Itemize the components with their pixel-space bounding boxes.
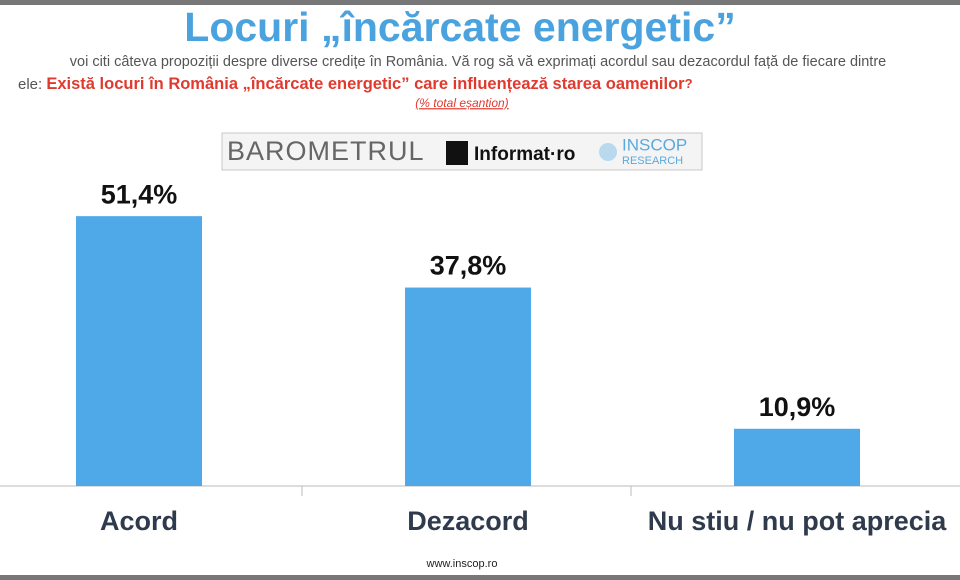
question-mark: ? <box>685 76 693 91</box>
top-border <box>0 0 960 5</box>
footer: www.inscop.ro <box>426 558 498 570</box>
subtitle: voi citi câteva propoziții despre divers… <box>70 54 886 70</box>
bar <box>734 428 860 486</box>
value-label: 37,8% <box>430 251 507 281</box>
logo-icon <box>446 141 468 165</box>
bar <box>405 287 531 486</box>
x-tick-label: Dezacord <box>407 506 529 536</box>
x-tick-label: Acord <box>100 506 178 536</box>
logo-globe <box>599 143 617 161</box>
logo-brand: INSCOP <box>622 135 687 154</box>
logo-brand-sub: RESEARCH <box>622 155 683 167</box>
question: Există locuri în România „încărcate ener… <box>46 75 685 93</box>
bottom-border <box>0 575 960 580</box>
logo-barometer: BAROMETRUL <box>227 136 425 166</box>
value-label: 10,9% <box>759 392 836 422</box>
subtitle-line: ele: Există locuri în România „încărcate… <box>18 75 693 93</box>
note: (% total eșantion) <box>415 96 508 110</box>
value-label: 51,4% <box>101 179 178 209</box>
chart-title: Locuri „încărcate energetic” <box>184 4 735 50</box>
bar <box>76 216 202 486</box>
subtitle-lead: ele: <box>18 76 42 93</box>
x-tick-label: Nu stiu / nu pot aprecia <box>648 506 948 536</box>
logo-partner: Informat·ro <box>474 144 575 165</box>
